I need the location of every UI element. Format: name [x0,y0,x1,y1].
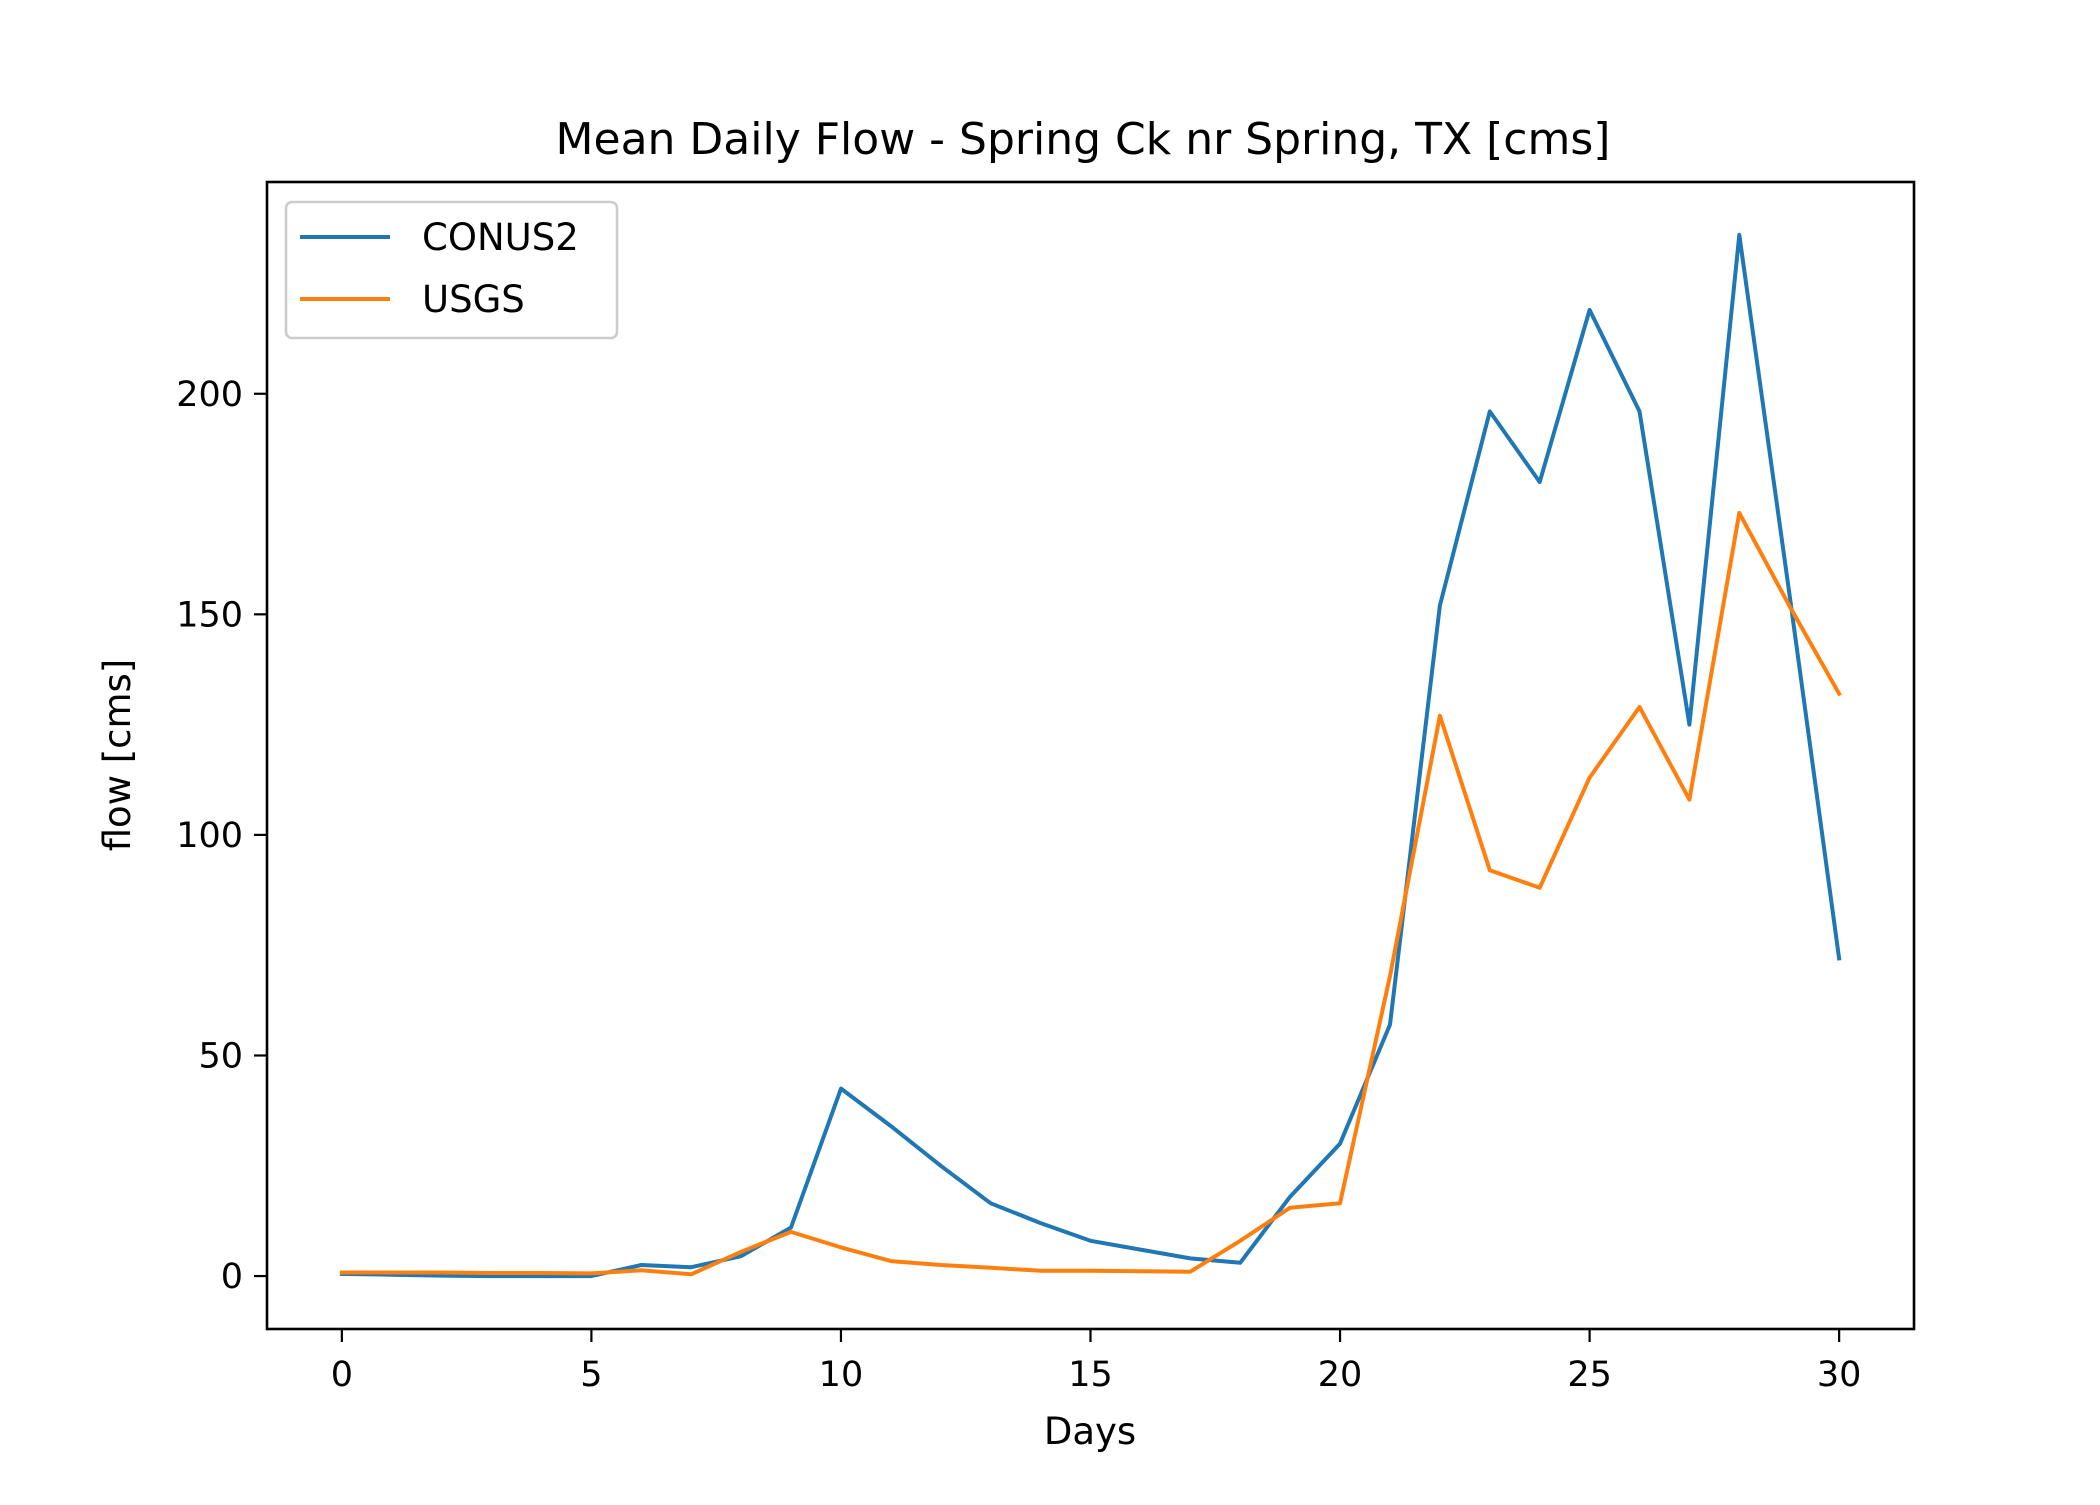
y-tick-label: 150 [176,595,243,635]
chart-title: Mean Daily Flow - Spring Ck nr Spring, T… [556,114,1611,165]
x-tick-label: 30 [1817,1355,1862,1395]
y-tick-label: 200 [176,375,243,415]
x-tick-label: 0 [331,1355,353,1395]
x-tick-label: 25 [1567,1355,1612,1395]
y-tick-label: 0 [221,1257,243,1297]
y-tick-label: 100 [176,816,243,856]
x-axis-label: Days [1044,1410,1136,1453]
legend-label-usgs: USGS [422,278,525,321]
x-tick-label: 20 [1318,1355,1363,1395]
x-tick-label: 10 [819,1355,864,1395]
x-tick-label: 5 [580,1355,602,1395]
x-tick-label: 15 [1068,1355,1113,1395]
legend-label-conus2: CONUS2 [422,216,579,259]
y-tick-label: 50 [198,1036,243,1076]
y-axis-label: flow [cms] [96,659,139,852]
legend: CONUS2 USGS [286,202,617,338]
